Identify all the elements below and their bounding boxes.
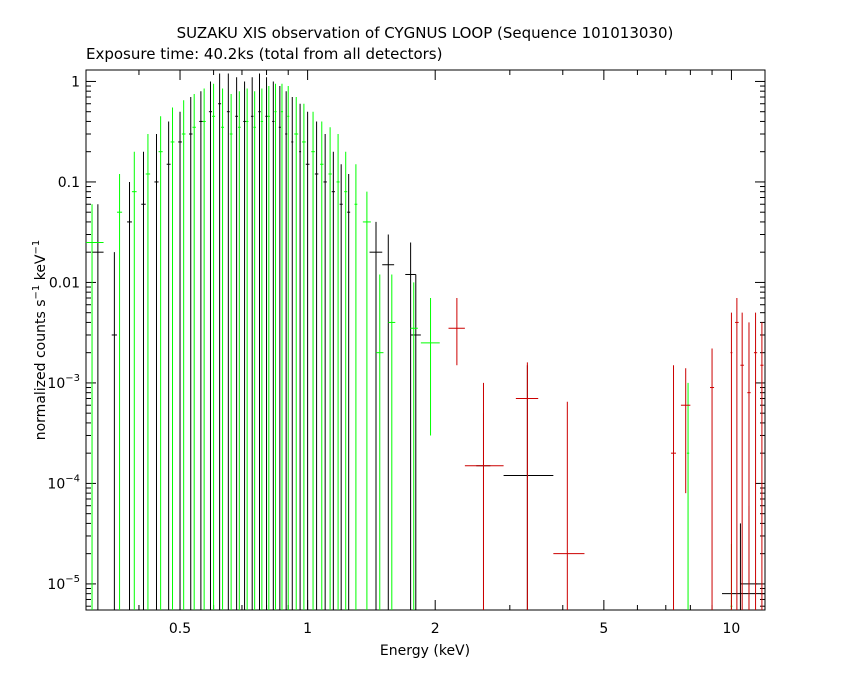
x-tick-label: 0.5 — [169, 621, 191, 637]
y-axis-label-mid: keV — [33, 254, 49, 285]
x-axis-label: Energy (keV) — [380, 643, 470, 659]
x-tick-label: 2 — [431, 621, 440, 637]
x-tick-labels: 0.5 1 2 5 10 — [169, 621, 740, 637]
series-red — [448, 298, 764, 610]
y-tick-label: 1 — [71, 74, 80, 90]
x-tick-label: 5 — [599, 621, 608, 637]
y-axis-label-exp2: −1 — [31, 240, 42, 255]
y-tick-label: 10−4 — [47, 473, 80, 492]
y-tick-label: 0.01 — [49, 275, 80, 291]
chart-subtitle: Exposure time: 40.2ks (total from all de… — [86, 45, 442, 63]
y-tick-label: 0.1 — [58, 175, 80, 191]
x-tick-label: 10 — [723, 621, 741, 637]
data-series — [86, 73, 765, 610]
y-tick-label: 10−3 — [47, 373, 80, 392]
series-black — [92, 73, 765, 610]
y-axis-label-main: normalized counts s — [33, 299, 49, 440]
series-green — [86, 83, 733, 610]
axis-ticks — [85, 70, 765, 610]
y-tick-labels: 1 0.1 0.01 10−3 10−4 10−5 — [47, 74, 80, 592]
chart-title: SUZAKU XIS observation of CYGNUS LOOP (S… — [177, 24, 674, 42]
y-axis-label-exp1: −1 — [31, 285, 42, 300]
x-tick-label: 1 — [303, 621, 312, 637]
y-tick-label: 10−5 — [47, 574, 80, 593]
plot-frame — [85, 69, 766, 611]
y-axis-label: normalized counts s−1 keV−1 — [31, 240, 49, 441]
